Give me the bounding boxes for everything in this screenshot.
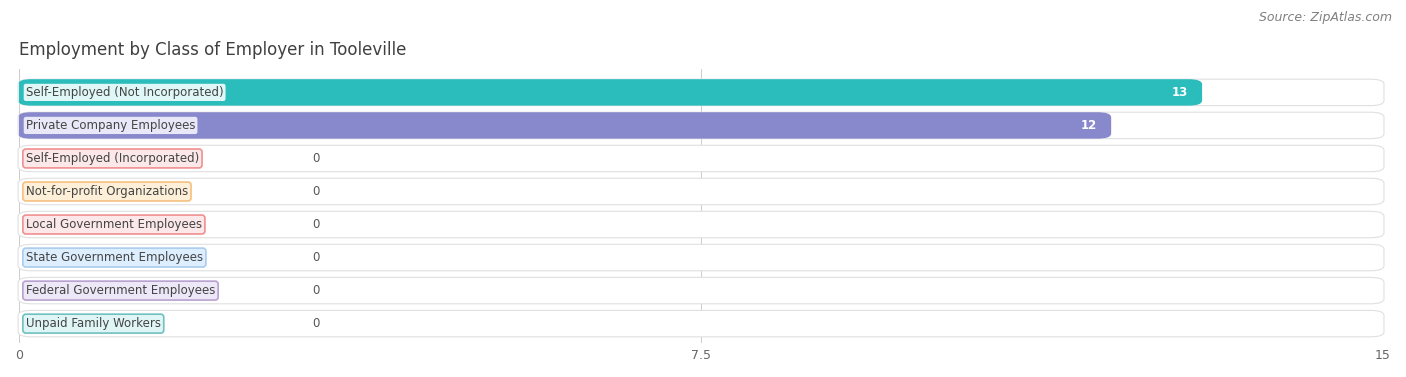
Text: 0: 0 [312, 317, 319, 330]
FancyBboxPatch shape [18, 310, 1384, 337]
Text: Local Government Employees: Local Government Employees [25, 218, 202, 231]
Text: 0: 0 [312, 185, 319, 198]
Text: Private Company Employees: Private Company Employees [25, 119, 195, 132]
Text: Employment by Class of Employer in Tooleville: Employment by Class of Employer in Toole… [20, 41, 406, 60]
FancyBboxPatch shape [18, 277, 1384, 304]
Text: Source: ZipAtlas.com: Source: ZipAtlas.com [1258, 11, 1392, 24]
Text: Self-Employed (Not Incorporated): Self-Employed (Not Incorporated) [25, 86, 224, 99]
Text: 13: 13 [1171, 86, 1188, 99]
FancyBboxPatch shape [18, 112, 1111, 139]
Text: 12: 12 [1080, 119, 1097, 132]
Text: 0: 0 [312, 284, 319, 297]
FancyBboxPatch shape [18, 211, 1384, 238]
Text: 0: 0 [312, 251, 319, 264]
Text: Not-for-profit Organizations: Not-for-profit Organizations [25, 185, 188, 198]
FancyBboxPatch shape [18, 178, 1384, 205]
FancyBboxPatch shape [18, 79, 1384, 106]
Text: Unpaid Family Workers: Unpaid Family Workers [25, 317, 160, 330]
FancyBboxPatch shape [18, 112, 1384, 139]
Text: Federal Government Employees: Federal Government Employees [25, 284, 215, 297]
FancyBboxPatch shape [18, 79, 1202, 106]
Text: 0: 0 [312, 152, 319, 165]
Text: Self-Employed (Incorporated): Self-Employed (Incorporated) [25, 152, 200, 165]
FancyBboxPatch shape [18, 145, 1384, 172]
FancyBboxPatch shape [18, 244, 1384, 271]
Text: State Government Employees: State Government Employees [25, 251, 202, 264]
Text: 0: 0 [312, 218, 319, 231]
